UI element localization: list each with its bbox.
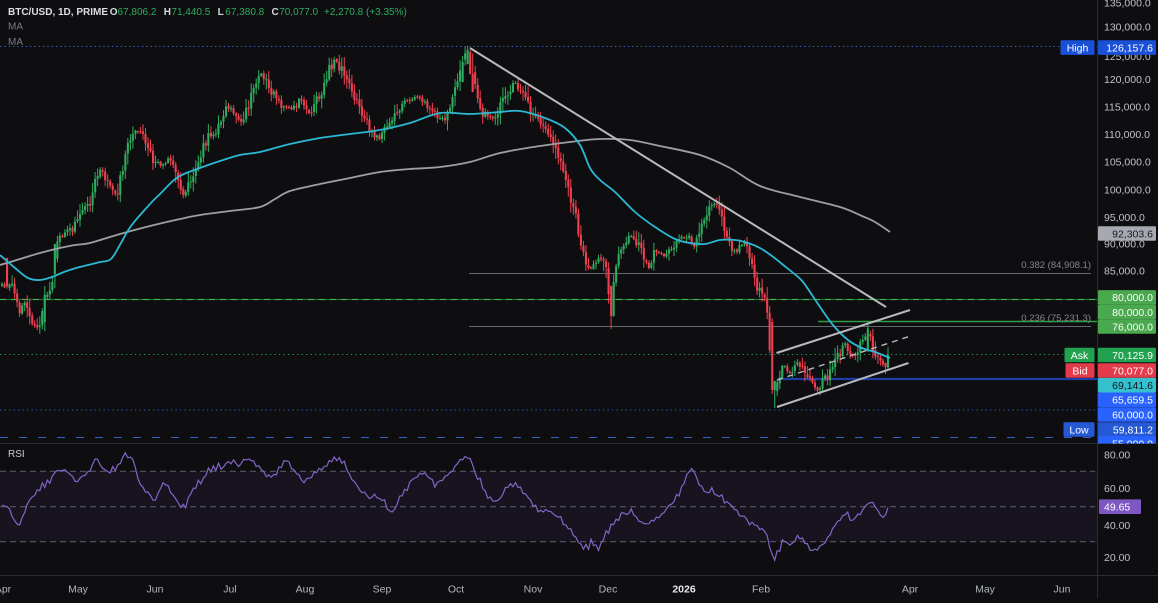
svg-text:Sep: Sep [373, 584, 392, 596]
svg-text:Low: Low [1069, 424, 1089, 436]
svg-text:110,000.0: 110,000.0 [1104, 129, 1150, 141]
svg-text:0.236 (75,231.3): 0.236 (75,231.3) [1021, 313, 1091, 324]
svg-text:67,380.8: 67,380.8 [225, 7, 264, 18]
svg-text:49.65: 49.65 [1104, 502, 1130, 514]
svg-text:100,000.0: 100,000.0 [1104, 184, 1151, 196]
svg-text:76,000.0: 76,000.0 [1112, 321, 1153, 333]
svg-text:70,077.0: 70,077.0 [279, 7, 318, 18]
svg-text:+2,270.8 (+3.35%): +2,270.8 (+3.35%) [324, 7, 407, 18]
svg-text:Dec: Dec [599, 584, 618, 596]
svg-text:Aug: Aug [296, 584, 315, 596]
svg-text:MA: MA [8, 37, 23, 48]
svg-text:90,000.0: 90,000.0 [1104, 239, 1145, 251]
svg-text:MA: MA [8, 22, 23, 33]
svg-text:95,000.0: 95,000.0 [1104, 212, 1145, 224]
svg-text:115,000.0: 115,000.0 [1104, 101, 1150, 113]
svg-text:126,157.6: 126,157.6 [1106, 42, 1153, 54]
svg-text:Jun: Jun [1054, 584, 1071, 596]
svg-text:Jun: Jun [147, 584, 164, 596]
svg-text:80.00: 80.00 [1104, 450, 1130, 462]
svg-text:65,659.5: 65,659.5 [1112, 395, 1153, 407]
svg-text:105,000.0: 105,000.0 [1104, 157, 1151, 169]
svg-text:May: May [68, 584, 89, 596]
svg-text:Feb: Feb [752, 584, 770, 596]
svg-text:80,000.0: 80,000.0 [1112, 307, 1153, 319]
svg-text:Oct: Oct [448, 584, 464, 596]
svg-text:55,000.0: 55,000.0 [1112, 439, 1153, 451]
svg-text:2026: 2026 [672, 584, 696, 596]
svg-text:RSI: RSI [8, 449, 25, 460]
svg-text:May: May [975, 584, 996, 596]
svg-text:130,000.0: 130,000.0 [1104, 21, 1151, 33]
svg-text:85,000.0: 85,000.0 [1104, 266, 1145, 278]
svg-text:BTC/USD, 1D, PRIME: BTC/USD, 1D, PRIME [8, 7, 108, 18]
svg-text:Jul: Jul [223, 584, 236, 596]
svg-text:40.00: 40.00 [1104, 520, 1130, 532]
svg-text:L: L [218, 7, 224, 18]
svg-text:High: High [1067, 42, 1089, 54]
svg-text:70,125.9: 70,125.9 [1112, 350, 1153, 362]
svg-text:71,440.5: 71,440.5 [171, 7, 210, 18]
svg-text:Apr: Apr [0, 584, 12, 596]
svg-text:59,811.2: 59,811.2 [1113, 424, 1153, 436]
svg-text:80,000.0: 80,000.0 [1112, 292, 1153, 304]
svg-text:120,000.0: 120,000.0 [1104, 74, 1151, 86]
svg-text:69,141.6: 69,141.6 [1112, 380, 1153, 392]
svg-text:Apr: Apr [902, 584, 919, 596]
svg-text:Nov: Nov [524, 584, 543, 596]
svg-text:20.00: 20.00 [1104, 552, 1130, 564]
svg-text:Bid: Bid [1072, 365, 1087, 377]
svg-text:60,000.0: 60,000.0 [1112, 409, 1153, 421]
svg-text:70,077.0: 70,077.0 [1112, 365, 1153, 377]
svg-text:0.382 (84,908.1): 0.382 (84,908.1) [1021, 260, 1091, 271]
svg-text:67,806.2: 67,806.2 [118, 7, 157, 18]
svg-text:60.00: 60.00 [1104, 483, 1130, 495]
svg-text:135,000.0: 135,000.0 [1104, 0, 1151, 10]
svg-text:92,303.6: 92,303.6 [1112, 228, 1153, 240]
svg-text:H: H [164, 7, 171, 18]
svg-text:Ask: Ask [1071, 350, 1089, 362]
svg-text:C: C [272, 7, 279, 18]
svg-text:O: O [110, 7, 118, 18]
